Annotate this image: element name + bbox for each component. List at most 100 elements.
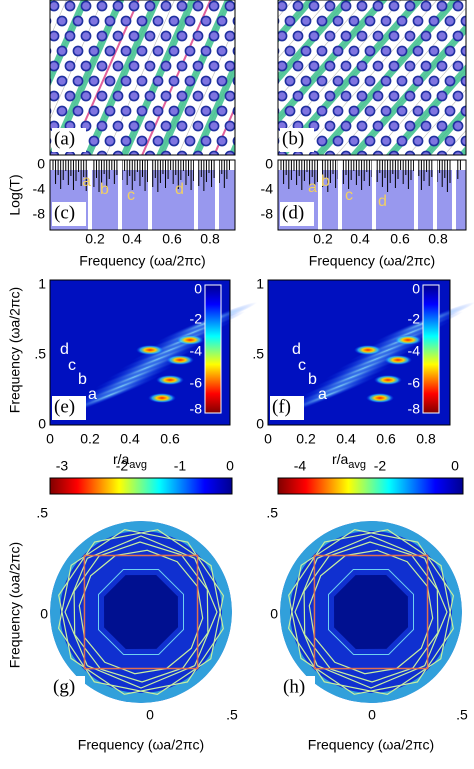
y-tick-label: -8 — [33, 206, 46, 222]
x-tick-label: 0.4 — [336, 431, 356, 447]
band-marker: b — [308, 371, 317, 388]
band-gap — [148, 160, 152, 230]
rod — [112, 150, 124, 155]
x-tick-label: 0.2 — [80, 431, 100, 447]
rod — [128, 60, 140, 72]
heat-spot — [354, 345, 382, 355]
rod — [224, 120, 235, 132]
panel-label-box — [280, 202, 314, 226]
rod — [261, 1, 270, 10]
y-tick-label: 0 — [38, 416, 46, 432]
rod — [88, 135, 100, 147]
rod — [120, 135, 132, 147]
rod — [245, 151, 254, 160]
rod — [469, 91, 474, 100]
rod — [241, 91, 250, 100]
rod — [200, 45, 212, 57]
band-gap — [414, 160, 418, 230]
band-marker: d — [175, 181, 184, 198]
y-tick-label: 0 — [265, 156, 273, 172]
rod — [80, 150, 92, 155]
rod — [257, 121, 266, 130]
rod — [160, 150, 172, 155]
band-gap — [433, 160, 437, 230]
rod — [364, 45, 376, 57]
rod — [33, 31, 42, 40]
rod — [96, 120, 108, 132]
rod — [316, 135, 328, 147]
rod — [452, 90, 464, 102]
lattice-line — [50, 0, 67, 39]
band-contour — [287, 528, 455, 696]
y-tick-label: 0 — [40, 606, 48, 622]
rod — [284, 75, 296, 87]
rod — [428, 75, 440, 87]
rod — [72, 45, 84, 57]
rod — [436, 120, 448, 132]
rod — [50, 150, 60, 155]
rod — [436, 60, 448, 72]
rod — [388, 150, 400, 155]
band-contour — [83, 554, 199, 670]
stripe — [213, 105, 235, 155]
rod — [249, 16, 258, 25]
rod — [257, 31, 266, 40]
band-contour — [328, 569, 414, 655]
rod — [257, 91, 266, 100]
y-tick-label: -4 — [261, 181, 274, 197]
rod — [128, 0, 140, 12]
rod — [144, 150, 156, 155]
rod — [176, 30, 188, 42]
rod — [200, 105, 212, 117]
band-gap — [318, 160, 322, 230]
x-tick-label: 0.8 — [428, 231, 448, 247]
rod — [192, 150, 204, 155]
rod — [50, 47, 52, 55]
x-tick-label: 0.2 — [313, 231, 333, 247]
rod — [253, 46, 262, 55]
rod — [261, 61, 270, 70]
rod — [404, 0, 416, 12]
stripe — [192, 58, 235, 155]
rod — [88, 15, 100, 27]
rod — [112, 60, 124, 72]
band-marker: d — [292, 341, 301, 358]
rod — [25, 76, 34, 85]
x-axis-label: Frequency (ωa/2πc) — [309, 253, 435, 269]
band-marker: a — [82, 173, 91, 190]
x-tick-label: 0.4 — [122, 231, 142, 247]
rod — [17, 1, 26, 10]
rod — [396, 45, 408, 57]
rod — [50, 107, 52, 115]
band-map — [50, 521, 232, 703]
rod — [332, 45, 344, 57]
rod — [25, 136, 34, 145]
rod — [56, 15, 68, 27]
rod — [332, 75, 344, 87]
rod — [224, 150, 235, 155]
rod — [364, 75, 376, 87]
rod — [348, 135, 360, 147]
rod — [128, 120, 140, 132]
rod — [340, 30, 352, 42]
rod — [56, 105, 68, 117]
rod — [25, 46, 34, 55]
lattice-line — [278, 0, 366, 100]
frame — [49, 0, 236, 156]
rod — [176, 120, 188, 132]
x-tick-label: 0.6 — [162, 231, 182, 247]
rod — [388, 30, 400, 42]
rod — [265, 46, 274, 55]
rod — [278, 60, 288, 72]
y-tick-label: 0 — [270, 606, 278, 622]
rod — [216, 45, 228, 57]
band-contour — [98, 569, 184, 655]
rod — [324, 0, 336, 12]
rod — [56, 75, 68, 87]
rod — [120, 105, 132, 117]
rod — [356, 150, 368, 155]
rod — [278, 90, 288, 102]
rod — [224, 60, 235, 72]
rod — [120, 75, 132, 87]
